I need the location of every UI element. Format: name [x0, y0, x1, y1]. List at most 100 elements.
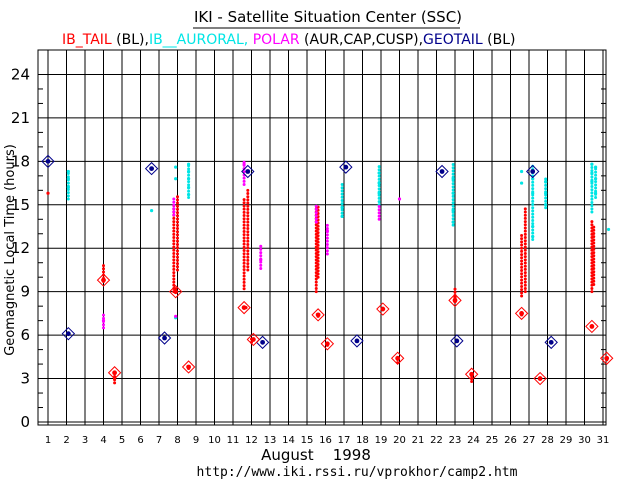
ib_auroral-seg-6-dot-3 [544, 196, 548, 200]
ib_auroral-seg-8-dot-3 [594, 186, 598, 190]
geotail-marker-8 [435, 164, 449, 179]
ib_tail-seg-3-dot-21 [176, 201, 179, 205]
ib_tail-seg-12-dot-9 [520, 265, 524, 269]
ib_tail-seg-13-dot-15 [523, 242, 527, 246]
ib_tail-seg-12-dot-14 [520, 249, 524, 253]
ib_auroral-seg-5-dot-10 [531, 206, 535, 210]
x-tick-label-29: 29 [560, 435, 573, 446]
ib_tail-seg-8-dot-11 [316, 240, 320, 244]
ib_auroral-seg-4-dot-18 [451, 166, 455, 170]
x-tick-label-10: 10 [208, 435, 221, 446]
ib_tail-seg-4-dot-13 [242, 245, 246, 249]
ib_auroral-seg-5-dot-9 [531, 209, 535, 213]
ib_auroral-seg-1-dot-1 [187, 192, 191, 196]
ib_tail-seg-4-dot-14 [242, 242, 246, 246]
ib_auroral-seg-5-dot-8 [531, 212, 535, 216]
ib_tail-seg-3-dot-11 [176, 233, 179, 237]
ib_tail-seg-15-dot-5 [592, 267, 596, 271]
ib_auroral-seg-1-dot-8 [187, 170, 191, 174]
x-tick-label-27: 27 [523, 435, 536, 446]
ib_tail_markers-marker-dot-4 [241, 305, 247, 311]
ib_auroral-seg-1-dot-7 [187, 173, 191, 177]
ib_tail-seg-15-dot-4 [592, 270, 596, 274]
ib_tail-seg-2-dot-5 [172, 274, 176, 278]
polar-seg-3-dot-0 [259, 267, 263, 271]
ib_tail-seg-15-dot-8 [592, 257, 596, 261]
ib_tail-seg-15-dot-10 [592, 251, 596, 255]
ib_tail-seg-5-dot-22 [246, 198, 250, 202]
ib_tail-seg-13-dot-3 [523, 280, 527, 284]
ib_tail-seg-4-dot-23 [242, 214, 246, 218]
ib_tail-seg-3-dot-1 [176, 265, 179, 269]
ib_tail-seg-13-dot-6 [523, 271, 527, 275]
polar-point-5 [397, 197, 402, 201]
ib_tail-seg-7-dot-0 [314, 290, 318, 294]
ib_tail-seg-15-dot-7 [592, 260, 596, 264]
ib_tail_markers-marker-3 [181, 360, 196, 374]
ib_auroral-seg-2-dot-4 [340, 202, 344, 206]
ib_tail-seg-12-dot-2 [520, 288, 524, 292]
polar-seg-5-dot-8 [325, 227, 329, 231]
polar-seg-3-dot-4 [259, 254, 263, 258]
ib_auroral-seg-7-dot-15 [590, 162, 594, 166]
ib_auroral-seg-1-dot-10 [187, 164, 191, 168]
ib_tail_markers-marker-2 [168, 284, 183, 299]
polar-seg-3-dot-3 [259, 257, 263, 261]
geotail-marker-dot-7 [354, 338, 360, 344]
ib_tail-seg-8-dot-5 [316, 259, 320, 263]
ib_tail-seg-13-dot-19 [523, 229, 527, 233]
ib_tail-seg-8-dot-4 [316, 262, 320, 266]
ib_tail-seg-2-dot-21 [172, 223, 176, 227]
ib_tail-seg-5-dot-23 [246, 195, 250, 199]
ib_tail-seg-8-dot-8 [316, 250, 320, 254]
geotail-marker-9 [450, 334, 464, 348]
ib_tail-seg-5-dot-21 [246, 201, 250, 205]
ib_auroral-seg-2-dot-8 [340, 189, 344, 193]
ib_tail-seg-12-dot-17 [520, 240, 524, 244]
ib_tail-seg-15-dot-9 [592, 254, 596, 258]
geotail-marker-6 [339, 160, 353, 174]
ib_tail-seg-5-dot-6 [246, 249, 250, 253]
ib_tail-seg-2-dot-18 [172, 232, 176, 236]
ib_auroral-seg-8-dot-1 [594, 192, 598, 196]
ib_auroral-seg-4-dot-9 [451, 194, 455, 198]
ib_tail-seg-15-dot-2 [592, 276, 596, 280]
ib_tail_markers-marker-dot-9 [395, 355, 401, 361]
ib_tail-seg-2-dot-22 [172, 220, 176, 224]
ib_tail-seg-2-dot-15 [172, 242, 176, 246]
x-tick-label-2: 2 [63, 435, 69, 446]
x-tick-label-5: 5 [119, 435, 125, 446]
polar-seg-3-dot-1 [259, 263, 263, 267]
legend-entry-1: (BL), [112, 32, 149, 48]
ib_tail-seg-3-dot-3 [176, 258, 179, 262]
ib_auroral-seg-4-dot-14 [451, 178, 455, 182]
ib_tail-seg-3-dot-8 [176, 242, 179, 246]
legend-entry-5: GEOTAIL [423, 32, 483, 48]
ib_tail-seg-5-dot-14 [246, 223, 250, 227]
ib_auroral-seg-1-dot-9 [187, 167, 191, 171]
ib_auroral-seg-3-dot-1 [377, 200, 381, 204]
ib_tail-seg-13-dot-16 [523, 239, 527, 243]
polar-seg-2-dot-1 [242, 179, 246, 183]
ib_tail_markers-marker-6 [311, 308, 325, 322]
x-tick-label-13: 13 [264, 435, 277, 446]
ib_tail-seg-8-dot-16 [316, 224, 320, 228]
y-tick-label-15: 15 [11, 196, 30, 214]
ib_tail_markers-marker-0 [96, 273, 111, 287]
ib_tail-seg-4-dot-16 [242, 236, 246, 240]
ib_auroral-seg-3-dot-3 [377, 193, 381, 197]
polar-seg-0-dot-2 [102, 320, 105, 324]
y-tick-label-18: 18 [11, 152, 30, 170]
x-axis: 1 2 3 4 5 6 7 8 9 10 11 12 13 14 15 16 17 18 19 20 21 22 23 24 2… [45, 435, 610, 446]
polar-seg-4-dot-5 [314, 204, 318, 208]
ib_tail-seg-3-dot-22 [176, 198, 179, 202]
ib_tail-seg-14-dot-22 [590, 220, 594, 224]
ib_auroral-seg-4-dot-4 [451, 210, 455, 214]
ib_tail-seg-8-dot-13 [316, 234, 320, 238]
geotail-marker-dot-8 [439, 169, 445, 174]
ib_tail-seg-15-dot-1 [592, 279, 596, 283]
polar-seg-6-dot-2 [377, 211, 381, 215]
ib_auroral-seg-0-dot-6 [66, 178, 70, 182]
ib_auroral-seg-3-dot-5 [377, 187, 381, 191]
